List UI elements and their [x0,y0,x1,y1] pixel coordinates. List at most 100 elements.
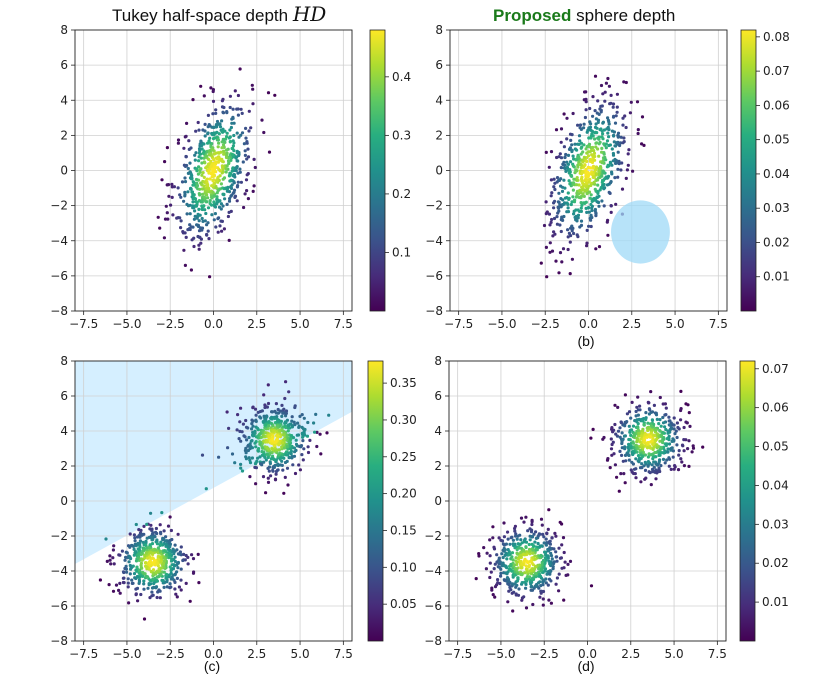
panel-d-point-318 [627,448,631,452]
panel-c-point-324 [270,410,274,414]
panel-d-point-839 [523,557,527,561]
panel-a-point-356 [225,135,229,139]
panel-d-point-475 [623,434,628,438]
panel-c-point-897 [172,564,177,568]
panel-d-point-989 [512,563,517,567]
panel-d-point-534 [488,561,492,565]
panel-d-point-920 [542,535,546,539]
panel-c-point-721 [141,540,145,544]
panel-c-point-355 [284,411,288,415]
panel-a-point-543 [234,166,238,170]
panel-c-point-422 [278,424,282,428]
panel-c-point-943 [136,556,140,560]
panel-c-point-499 [275,424,279,428]
panel-a-point-348 [231,144,235,148]
panel-a-point-86 [188,161,192,165]
panel-d-xtick-label-0: −7.5 [443,647,472,661]
panel-a-point-147 [211,88,215,92]
panel-a-point-560 [224,167,228,171]
panel-a-ytick-label-5: 2 [60,128,68,142]
panel-a-point-296 [179,226,183,230]
panel-a-point-313 [203,191,207,195]
panel-c-point-910 [152,585,156,590]
panel-d-xtick-label-3: 0.0 [578,647,597,661]
panel-d-point-400 [677,449,681,453]
panel-d-point-528 [524,577,528,581]
panel-a-point-398 [182,199,186,203]
panel-b-point-79 [550,191,554,195]
panel-b-point-95 [576,123,580,127]
panel-a-point-116 [228,105,232,110]
panel-b-point-41 [608,143,613,147]
panel-b-point-328 [609,93,613,97]
panel-c-point-999 [175,576,179,581]
panel-c-point-759 [131,564,135,568]
panel-d-point-679 [514,585,518,589]
panel-b-point-534 [613,176,617,180]
panel-c-point-981 [124,555,128,560]
panel-c-point-819 [179,545,183,549]
panel-c-point-481 [279,456,283,460]
panel-c-point-401 [301,435,305,439]
panel-d-point-699 [554,555,558,559]
panel-d-point-929 [522,595,526,599]
panel-d-point-198 [635,450,639,454]
panel-d-point-460 [648,446,653,450]
panel-b-point-639 [573,198,577,202]
panel-d-point-366 [610,442,614,447]
panel-d-point-442 [628,428,632,432]
panel-a-point-393 [230,183,234,187]
panel-b-point-429 [572,165,576,169]
panel-d-point-995 [539,591,543,595]
panel-a-title-math: HD [292,2,326,26]
panel-a-point-248 [206,113,210,117]
panel-d-point-164 [661,457,666,461]
panel-a-point-338 [235,107,239,111]
panel-a-point-240 [239,180,243,184]
panel-c-point-979 [123,566,127,571]
panel-d-point-192 [627,442,631,446]
panel-b-point-488 [572,209,576,213]
panel-a-point-627 [226,214,230,219]
panel-a-point-251 [241,160,245,164]
panel-d-point-863 [505,576,510,580]
panel-a-point-586 [217,151,221,155]
panel-a-point-507 [224,137,228,141]
panel-a-ytick-label-8: 8 [60,23,68,37]
panel-c-point-968 [133,542,137,546]
panel-d-point-212 [616,405,620,409]
panel-d-ytick-label-1: −6 [424,599,442,613]
panel-c-point-911 [122,570,126,575]
panel-b-point-609 [607,122,611,126]
panel-c-point-276 [291,463,295,467]
panel-b-point-415 [550,217,554,222]
panel-c-point-252 [256,456,260,460]
panel-c-point-483 [292,446,296,450]
panel-b-point-333 [604,81,609,85]
panel-a-point-412 [227,190,232,194]
panel-c-point-156 [256,449,260,453]
panel-a-point-441 [211,133,215,137]
panel-b-point-426 [557,191,561,195]
panel-d-point-383 [658,429,662,433]
panel-b-xtick-label-2: −2.5 [531,317,560,331]
panel-d-point-962 [511,558,515,562]
panel-c-point-995 [136,575,140,579]
panel-b-point-244 [595,141,599,145]
panel-a-point-566 [208,275,212,279]
panel-d-point-256 [634,476,638,480]
panel-c-point-484 [284,425,288,430]
panel-d-point-519 [484,567,488,571]
panel-c: −7.5 −5.0 −2.5 0.0 2.5 5.0 7.5−8−6−4−2024680.0… [50,354,416,674]
panel-a-point-451 [211,179,215,183]
panel-a-point-2 [218,224,222,228]
panel-d-point-456 [629,446,633,450]
panel-d-point-89 [672,427,676,431]
panel-a-point-233 [164,204,168,208]
panel-c-point-821 [128,545,132,549]
panel-b-points [539,74,646,279]
panel-d-point-361 [639,437,643,441]
panel-c-point-712 [126,581,130,585]
panel-c-point-244 [302,416,306,420]
panel-a-point-42 [240,131,245,135]
